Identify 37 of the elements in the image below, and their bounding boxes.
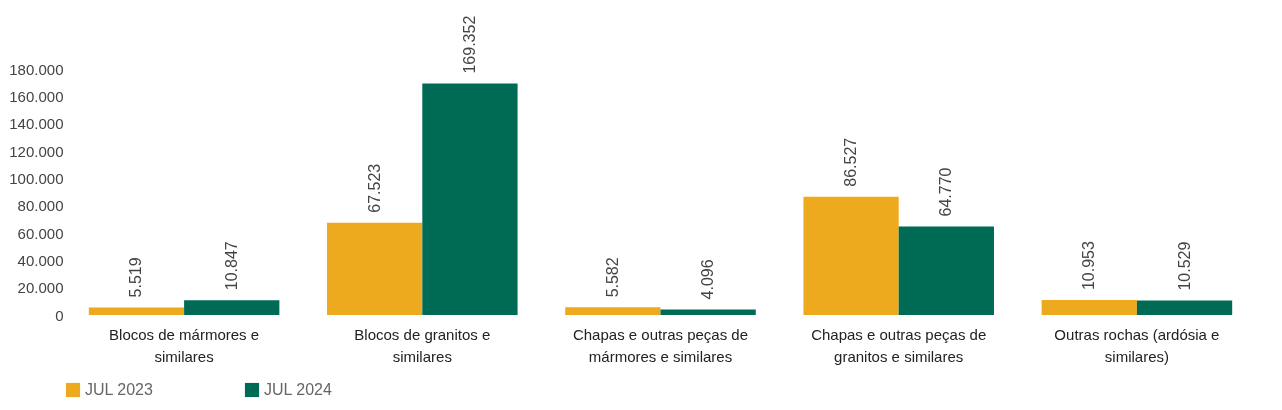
y-tick-label: 80.000	[17, 197, 64, 215]
data-label: 10.953	[1080, 240, 1098, 291]
x-tick-label: Outras rochas (ardósia e similares)	[1054, 325, 1220, 365]
bar	[1041, 300, 1137, 315]
y-tick-label: 60.000	[17, 224, 64, 242]
x-tick-label: Chapas e outras peças de granitos e similares	[811, 325, 987, 365]
bar	[565, 307, 661, 315]
bar	[803, 196, 899, 315]
data-label: 4.096	[699, 259, 717, 300]
data-label: 67.523	[365, 163, 383, 213]
y-tick-label: 120.000	[9, 142, 64, 160]
legend-label: JUL 2024	[264, 381, 332, 398]
x-tick-label: Chapas e outras peças de mármores e similares	[572, 325, 749, 365]
y-tick-label: 140.000	[9, 115, 64, 133]
bar	[422, 83, 518, 315]
bar	[1136, 300, 1233, 315]
legend-label: JUL 2023	[85, 381, 153, 398]
bar	[88, 307, 185, 315]
bar	[660, 309, 756, 315]
x-tick-label: Blocos de granitos e similares	[354, 325, 491, 365]
data-label: 169.352	[460, 15, 478, 74]
y-tick-label: 20.000	[17, 279, 64, 297]
x-tick-label: Blocos de mármores e similares	[109, 325, 260, 365]
data-label: 64.770	[937, 167, 955, 217]
bar	[327, 222, 423, 315]
data-label: 10.529	[1175, 241, 1193, 291]
y-tick-label: 180.000	[9, 60, 64, 78]
data-label: 10.847	[222, 241, 240, 291]
data-label: 5.582	[603, 257, 621, 298]
y-tick-label: 160.000	[9, 87, 64, 105]
data-label: 86.527	[842, 137, 860, 187]
y-tick-label: 100.000	[9, 169, 64, 187]
bar	[898, 226, 994, 315]
data-label: 5.519	[127, 257, 145, 298]
y-tick-label: 40.000	[17, 251, 64, 269]
y-tick-label: 0	[55, 306, 64, 324]
bar	[184, 300, 280, 315]
